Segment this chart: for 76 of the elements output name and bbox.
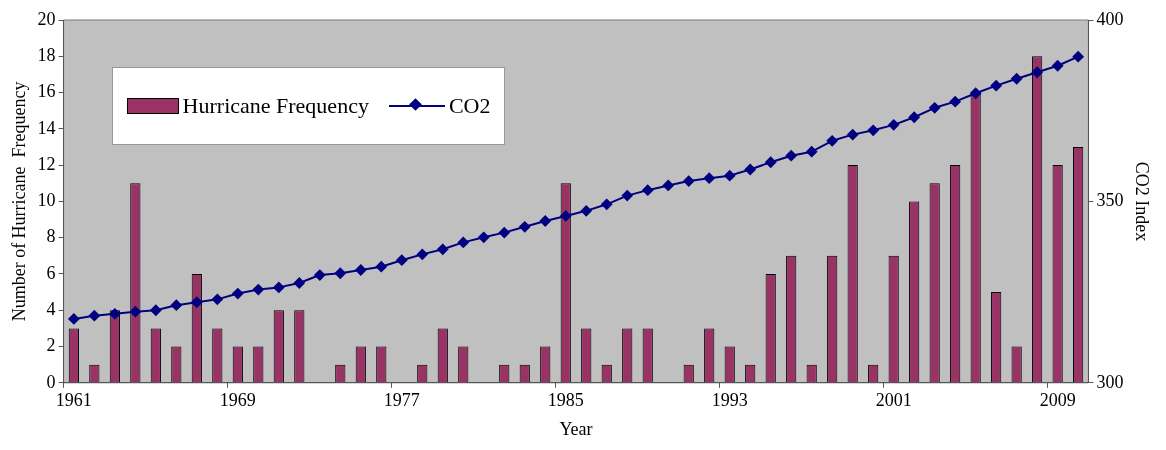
y-tick-label: 0 [46,371,56,392]
point [580,205,592,217]
point [232,288,244,300]
x-tick-label: 2009 [1039,390,1076,411]
x-tick-label: 2001 [875,390,912,411]
point [1011,73,1023,85]
y-tick-label: 16 [37,81,56,102]
point [642,184,654,196]
point [437,243,449,255]
y-tick-label: 18 [37,45,56,66]
point [806,146,818,158]
y2-tick-label: 300 [1096,371,1124,392]
y2-axis-title: CO2 Index [1132,161,1153,242]
point [293,277,305,289]
point [908,111,920,123]
point [601,198,613,210]
point [375,261,387,273]
point [621,190,633,202]
point [1072,51,1084,63]
y-tick-label: 10 [37,190,56,211]
point [478,231,490,243]
y-axis-title: Number of Hurricane Frequency [8,81,29,322]
point [170,299,182,311]
point [990,80,1002,92]
point [150,304,162,316]
y-tick-label: 4 [46,298,56,319]
point [826,135,838,147]
point [539,215,551,227]
point [273,281,285,293]
x-tick-label: 1969 [219,390,256,411]
point [252,284,264,296]
point [396,254,408,266]
point [68,313,80,325]
y-tick-label: 20 [37,8,56,29]
point [765,156,777,168]
point [355,264,367,276]
y-tick-label: 2 [46,335,56,356]
point [970,87,982,99]
point [334,267,346,279]
x-tick-label: 1961 [55,390,92,411]
point [314,269,326,281]
y-tick-label: 8 [46,226,56,247]
x-tick-label: 1993 [711,390,748,411]
point [867,124,879,136]
point [88,310,100,322]
point [457,236,469,248]
point [519,221,531,233]
point [416,248,428,260]
point [1052,60,1064,72]
point [683,175,695,187]
point [949,96,961,108]
y2-tick-label: 350 [1096,190,1124,211]
point [847,129,859,141]
point [191,296,203,308]
point [703,172,715,184]
legend-label: Hurricane Frequency [182,93,369,119]
x-tick-label: 1985 [547,390,584,411]
y2-tick-label: 400 [1096,8,1124,29]
y-tick-label: 6 [46,262,56,283]
x-tick-label: 1977 [383,390,420,411]
point [560,210,572,222]
point [129,306,141,318]
point [888,119,900,131]
point [109,308,121,320]
point [498,227,510,239]
y-tick-label: 14 [37,117,56,138]
x-axis-title: Year [559,418,593,439]
point [785,150,797,162]
point [744,163,756,175]
point [724,170,736,182]
y-tick-label: 12 [37,153,56,174]
legend-label: CO2 [448,93,491,119]
point [1031,66,1043,78]
point [662,179,674,191]
point [929,102,941,114]
point [211,293,223,305]
